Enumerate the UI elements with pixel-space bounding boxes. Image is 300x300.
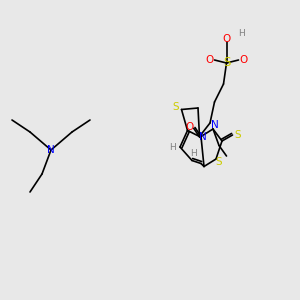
Text: S: S — [215, 157, 222, 167]
Text: N: N — [199, 131, 207, 142]
Text: O: O — [206, 55, 214, 65]
Text: O: O — [222, 34, 231, 44]
Text: O: O — [239, 55, 247, 65]
Text: H: H — [190, 148, 197, 158]
Text: O: O — [185, 122, 194, 133]
Text: S: S — [223, 56, 230, 70]
Text: H: H — [238, 28, 245, 38]
Text: H: H — [169, 142, 176, 152]
Text: N: N — [47, 145, 55, 155]
Text: S: S — [173, 102, 179, 112]
Text: N: N — [211, 119, 218, 130]
Text: S: S — [235, 130, 241, 140]
